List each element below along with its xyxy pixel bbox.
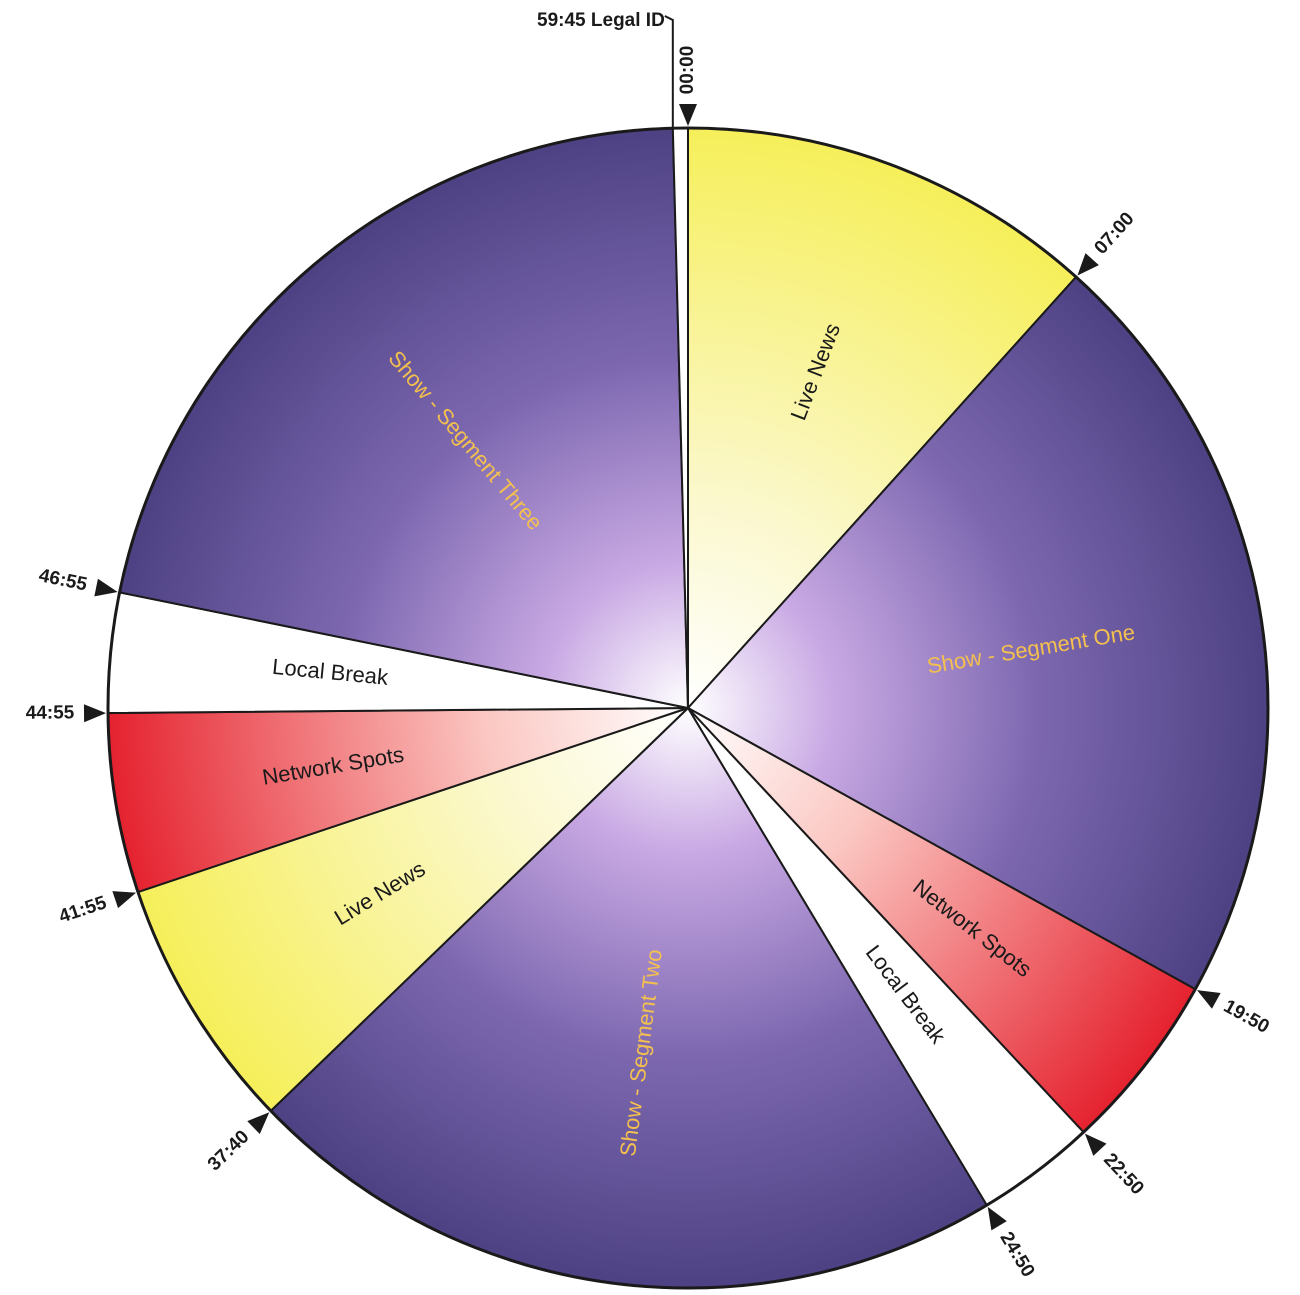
- segments-group: [107, 126, 1269, 1289]
- tick-marker-46-55: [94, 578, 118, 597]
- tick-marker-00-00: [679, 104, 697, 126]
- tick-marker-44-55: [83, 704, 107, 723]
- tick-label-24-50: 24:50: [995, 1228, 1038, 1280]
- tick-label-37-40: 37:40: [204, 1126, 254, 1175]
- tick-marker-07-00: [1077, 253, 1099, 276]
- tick-marker-19-50: [1197, 990, 1221, 1009]
- tick-label-00-00: 00:00: [677, 46, 698, 95]
- tick-label-41-55: 41:55: [56, 892, 109, 927]
- legal-id-leader-line: [664, 15, 674, 129]
- clock-outline: [106, 126, 1270, 1290]
- tick-marker-41-55: [112, 891, 137, 909]
- tick-marker-22-50: [1084, 1133, 1107, 1156]
- tick-label-07-00: 07:00: [1090, 208, 1138, 258]
- tick-label-44-55: 44:55: [26, 702, 75, 723]
- tick-label-19-50: 19:50: [1220, 996, 1273, 1038]
- tick-label-46-55: 46:55: [37, 565, 89, 595]
- legal-id-label: 59:45 Legal ID: [537, 10, 665, 31]
- tick-marker-37-40: [247, 1112, 270, 1135]
- tick-label-22-50: 22:50: [1099, 1149, 1148, 1199]
- tick-marker-24-50: [987, 1206, 1007, 1231]
